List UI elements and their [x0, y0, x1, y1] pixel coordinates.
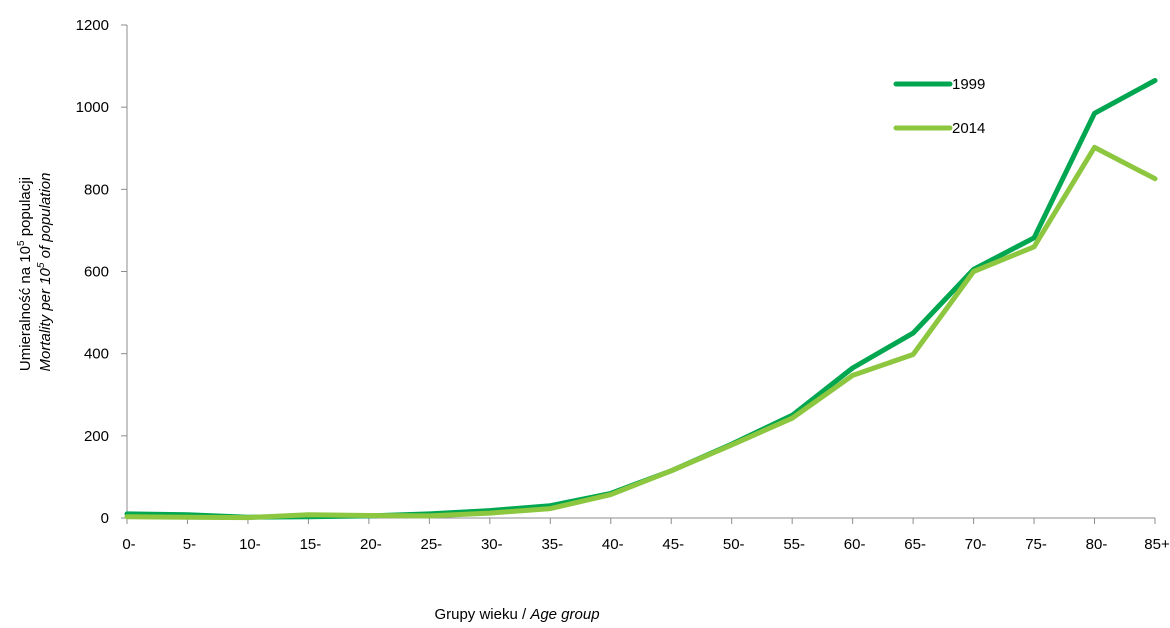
x-tick-label: 80-: [1086, 536, 1108, 553]
x-tick-label: 45-: [662, 536, 684, 553]
y-axis-title-line1: Umieralność na 105 populacji: [16, 177, 34, 371]
y-axis-ticks: 0 200 400 600 800 1000 1200: [76, 17, 127, 527]
series-layer: [124, 78, 1158, 521]
y-tick-label: 1000: [76, 99, 109, 116]
x-tick-label: 10-: [239, 536, 261, 553]
y-tick-label: 1200: [76, 17, 109, 34]
y-tick-label: 400: [84, 346, 109, 363]
x-tick-label: 75-: [1025, 536, 1047, 553]
legend-label-1999: 1999: [952, 76, 985, 93]
y-axis-title-line2: Mortality per 105 of population: [36, 172, 54, 371]
x-tick-label: 85+: [1144, 536, 1170, 553]
y-tick-label: 800: [84, 181, 109, 198]
legend: 1999 2014: [893, 76, 985, 137]
y-tick-label: 600: [84, 264, 109, 281]
series-line-2014: [124, 144, 1158, 521]
y-axis-title: Umieralność na 105 populacji Mortality p…: [16, 172, 54, 371]
y-tick-label: 200: [84, 428, 109, 445]
x-tick-label: 65-: [904, 536, 926, 553]
y-tick-label: 0: [101, 510, 109, 527]
x-tick-label: 60-: [844, 536, 866, 553]
x-tick-label: 20-: [360, 536, 382, 553]
x-axis-ticks: 0- 5- 10- 15- 20- 25- 30- 35- 40- 45- 50- 55- 60- 65-…: [122, 518, 1170, 553]
chart-axes: [126, 25, 1155, 519]
x-tick-label: 50-: [723, 536, 745, 553]
x-tick-label: 0-: [122, 536, 135, 553]
x-tick-label: 40-: [602, 536, 624, 553]
series-line-1999: [124, 78, 1158, 520]
x-tick-label: 70-: [965, 536, 987, 553]
x-tick-label: 30-: [481, 536, 503, 553]
x-tick-label: 25-: [421, 536, 443, 553]
x-axis-title: Grupy wieku / Age group: [434, 606, 599, 623]
x-tick-label: 5-: [183, 536, 196, 553]
x-tick-label: 15-: [300, 536, 322, 553]
x-tick-label: 35-: [541, 536, 563, 553]
x-tick-label: 55-: [783, 536, 805, 553]
legend-label-2014: 2014: [952, 120, 985, 137]
